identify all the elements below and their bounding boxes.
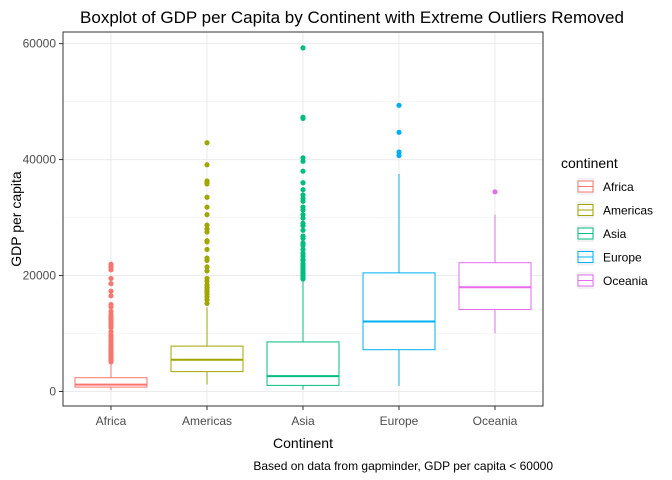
outlier-point bbox=[300, 115, 306, 121]
outlier-point bbox=[204, 229, 210, 235]
outlier-point bbox=[300, 242, 306, 248]
y-tick-label: 40000 bbox=[23, 153, 57, 167]
outlier-point bbox=[300, 223, 306, 229]
outlier-point bbox=[108, 293, 114, 299]
x-tick-label: Asia bbox=[291, 414, 315, 428]
chart-title: Boxplot of GDP per Capita by Continent w… bbox=[80, 8, 624, 27]
box-europe bbox=[362, 102, 436, 386]
x-tick-label: Oceania bbox=[473, 414, 518, 428]
outlier-point bbox=[396, 129, 402, 135]
legend-title: continent bbox=[561, 155, 618, 171]
boxes bbox=[74, 45, 532, 391]
outlier-point bbox=[300, 215, 306, 221]
x-axis: Africa Americas Asia Europe Oceania bbox=[96, 406, 518, 428]
outlier-point bbox=[300, 246, 306, 253]
legend-label: Americas bbox=[603, 204, 653, 218]
outlier-point bbox=[108, 281, 114, 287]
y-tick-label: 0 bbox=[49, 385, 56, 399]
outlier-point bbox=[204, 204, 210, 210]
outlier-point bbox=[396, 152, 402, 159]
box-iqr bbox=[362, 272, 436, 351]
legend-label: Asia bbox=[603, 227, 627, 241]
outlier-point bbox=[300, 158, 306, 164]
outlier-point bbox=[108, 267, 114, 273]
legend-item-europe: Europe bbox=[577, 248, 642, 266]
box-iqr bbox=[458, 262, 532, 311]
outlier-point bbox=[396, 102, 402, 108]
box-africa bbox=[74, 261, 148, 391]
box-oceania bbox=[458, 189, 532, 334]
legend-item-americas: Americas bbox=[577, 201, 653, 219]
outlier-point bbox=[300, 180, 306, 186]
box-americas bbox=[170, 140, 244, 385]
outlier-point bbox=[300, 45, 306, 51]
y-axis-title: GDP per capita bbox=[8, 171, 24, 267]
outlier-point bbox=[204, 257, 210, 264]
legend-label: Africa bbox=[603, 180, 634, 194]
outlier-point bbox=[108, 304, 114, 310]
outlier-point bbox=[300, 227, 306, 233]
legend-label: Oceania bbox=[603, 274, 648, 288]
outlier-point bbox=[300, 168, 306, 174]
legend-label: Europe bbox=[603, 251, 642, 265]
y-axis: 0 20000 40000 60000 bbox=[23, 37, 63, 399]
legend: continent Africa Americas Asia Europe Oceani… bbox=[561, 155, 653, 289]
box-asia bbox=[266, 45, 340, 390]
legend-item-oceania: Oceania bbox=[577, 272, 648, 289]
outlier-point bbox=[204, 239, 210, 245]
outlier-point bbox=[300, 187, 306, 193]
outlier-point bbox=[108, 288, 114, 294]
x-axis-title: Continent bbox=[273, 435, 333, 451]
outlier-point bbox=[108, 359, 114, 365]
outlier-point bbox=[300, 235, 306, 242]
legend-item-asia: Asia bbox=[577, 225, 627, 242]
outlier-point bbox=[300, 207, 306, 213]
outlier-point bbox=[204, 300, 210, 306]
outlier-point bbox=[108, 275, 114, 282]
outlier-point bbox=[492, 189, 498, 195]
outlier-point bbox=[204, 246, 210, 253]
outlier-point bbox=[204, 181, 210, 187]
outlier-point bbox=[204, 222, 210, 228]
x-tick-label: Americas bbox=[182, 414, 232, 428]
outlier-point bbox=[204, 162, 210, 168]
outlier-point bbox=[204, 268, 210, 274]
y-tick-label: 60000 bbox=[23, 37, 57, 51]
x-tick-label: Africa bbox=[96, 414, 127, 428]
box-iqr bbox=[74, 377, 148, 388]
outlier-point bbox=[300, 198, 306, 204]
caption: Based on data from gapminder, GDP per ca… bbox=[253, 459, 553, 473]
outlier-point bbox=[204, 194, 210, 200]
y-tick-label: 20000 bbox=[23, 269, 57, 283]
legend-item-africa: Africa bbox=[577, 178, 634, 195]
outlier-point bbox=[204, 212, 210, 218]
outlier-point bbox=[204, 140, 210, 146]
outlier-point bbox=[204, 264, 210, 270]
box-iqr bbox=[266, 341, 340, 386]
outlier-point bbox=[108, 325, 114, 331]
x-tick-label: Europe bbox=[380, 414, 419, 428]
outlier-point bbox=[300, 276, 306, 282]
